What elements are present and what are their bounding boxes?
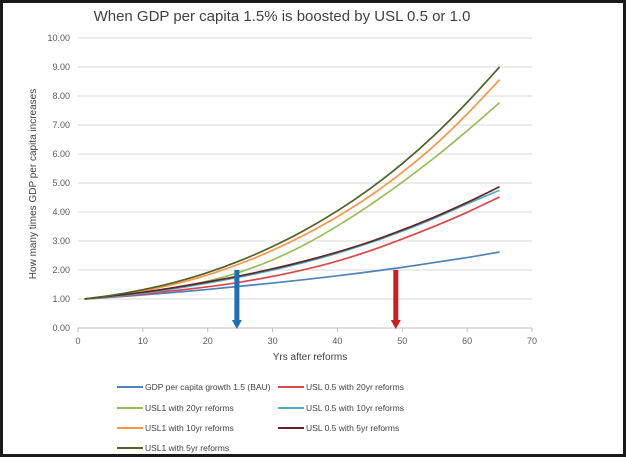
- x-tick-label: 20: [203, 336, 213, 346]
- y-tick-label: 7.00: [52, 120, 70, 130]
- series-line-4: [84, 79, 501, 300]
- x-axis-title: Yrs after reforms: [273, 352, 347, 363]
- x-tick-label: 10: [138, 336, 148, 346]
- legend-label-6: USL1 with 5yr reforms: [145, 443, 229, 453]
- annotation-arrows: [231, 270, 401, 329]
- legend-label-4: USL1 with 10yr reforms: [145, 423, 234, 433]
- y-tick-labels: 0.00 1.00 2.00 3.00 4.00 5.00 6.00 7.00 8.00 9.00…: [47, 33, 70, 333]
- y-tick-label: 2.00: [52, 265, 70, 275]
- x-tick-label: 0: [75, 336, 80, 346]
- x-tick-label: 50: [397, 336, 407, 346]
- y-tick-label: 6.00: [52, 149, 70, 159]
- y-tick-label: 4.00: [52, 207, 70, 217]
- y-tick-label: 10.00: [47, 33, 70, 43]
- x-tick-label: 40: [332, 336, 342, 346]
- legend-label-2: USL1 with 20yr reforms: [145, 403, 234, 413]
- x-tick-labels: 0 10 20 30 40 50 60 70: [75, 336, 537, 346]
- series-line-5: [84, 186, 500, 300]
- y-tick-label: 3.00: [52, 236, 70, 246]
- series-line-1: [84, 196, 500, 300]
- x-tick-label: 60: [462, 336, 472, 346]
- legend: GDP per capita growth 1.5 (BAU) USL 0.5 w…: [117, 382, 404, 453]
- y-tick-label: 0.00: [52, 323, 70, 333]
- chart-title: When GDP per capita 1.5% is boosted by U…: [94, 8, 471, 25]
- series-lines: [84, 66, 501, 300]
- series-line-6: [84, 66, 501, 300]
- x-tick-label: 70: [527, 336, 537, 346]
- arrow-head-1: [390, 320, 401, 329]
- y-axis-title: How many times GDP per capita increases: [28, 89, 39, 279]
- series-line-3: [84, 189, 500, 300]
- y-tick-label: 5.00: [52, 178, 70, 188]
- y-tick-label: 1.00: [52, 294, 70, 304]
- legend-label-3: USL 0.5 with 10yr reforms: [306, 403, 404, 413]
- x-tick-label: 30: [268, 336, 278, 346]
- arrow-shaft-1: [393, 270, 399, 321]
- gridlines: [78, 37, 532, 329]
- arrow-shaft-0: [234, 270, 240, 321]
- y-tick-label: 9.00: [52, 62, 70, 72]
- series-line-0: [84, 251, 500, 300]
- arrow-head-0: [231, 320, 242, 329]
- axes: [77, 327, 533, 332]
- y-tick-label: 8.00: [52, 91, 70, 101]
- legend-label-5: USL 0.5 with 5yr reforms: [306, 423, 399, 433]
- legend-label-1: USL 0.5 with 20yr reforms: [306, 382, 404, 392]
- legend-label-0: GDP per capita growth 1.5 (BAU): [145, 382, 271, 392]
